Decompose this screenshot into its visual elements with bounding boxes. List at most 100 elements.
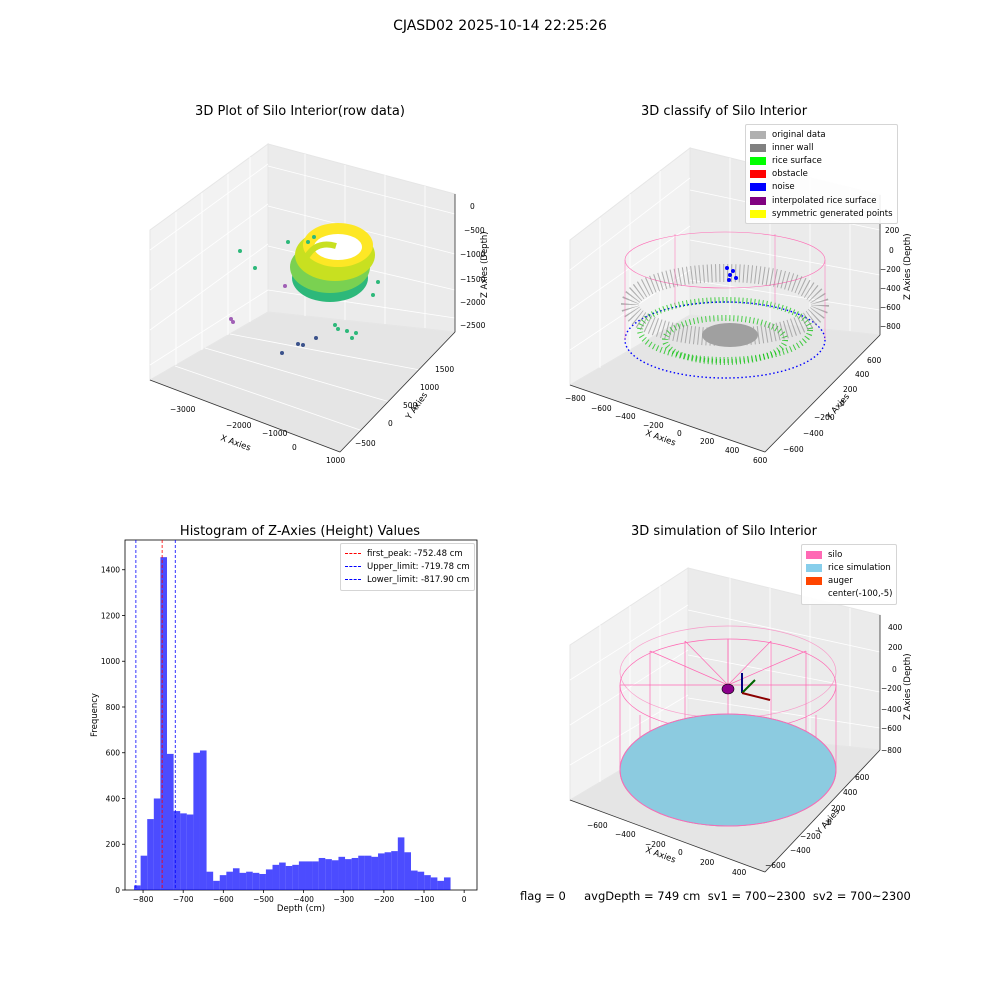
histogram-bar <box>265 869 273 890</box>
legend-entry: obstacle <box>750 168 893 181</box>
histogram-y-tick-label: 1000 <box>101 657 120 666</box>
histogram-bar <box>173 811 181 890</box>
classify-y-tick: −400 <box>803 429 824 438</box>
histogram-y-tick-label: 800 <box>106 703 121 712</box>
legend-label: rice surface <box>772 155 822 166</box>
simulation-panel-title: 3D simulation of Silo Interior <box>631 524 817 539</box>
legend-label: Lower_limit: -817.90 cm <box>367 574 470 585</box>
histogram-y-tick-label: 0 <box>115 886 120 895</box>
histogram-x-tick-label: −700 <box>173 895 194 904</box>
histogram-bar <box>246 871 253 890</box>
raw-y-tick: −500 <box>355 439 376 448</box>
simulation-x-tick: −200 <box>645 840 666 849</box>
histogram-bar <box>279 862 286 890</box>
raw-y-tick: 500 <box>403 401 418 410</box>
legend-entry: rice surface <box>750 154 893 167</box>
classify-z-label: Z Axies (Depth) <box>903 233 913 300</box>
classify-z-tick: 200 <box>885 226 900 235</box>
legend-label: obstacle <box>772 169 808 180</box>
histogram-bar <box>397 837 405 890</box>
simulation-y-tick: −400 <box>790 846 811 855</box>
histogram-bar <box>371 856 379 890</box>
classify-x-tick: −400 <box>615 412 636 421</box>
simulation-y-tick: −200 <box>800 832 821 841</box>
histogram-bar <box>140 855 148 890</box>
histogram-chart: −800 −700 −600 −500 −400 −300 −200 −100 0 0 200 40… <box>90 539 478 914</box>
classify-x-tick: −600 <box>591 404 612 413</box>
legend-line-blue <box>345 579 361 581</box>
raw-z-tick: −2000 <box>460 298 486 307</box>
classify-z-tick: −800 <box>880 322 901 331</box>
histogram-bar <box>259 873 266 890</box>
simulation-y-tick: 0 <box>827 818 832 827</box>
histogram-x-label: Depth (cm) <box>277 904 325 914</box>
raw-z-tick: 0 <box>470 202 475 211</box>
classify-z-tick: −400 <box>880 284 901 293</box>
histogram-bar <box>206 871 214 890</box>
histogram-title: Histogram of Z-Axies (Height) Values <box>179 524 421 539</box>
legend-entry: Lower_limit: -817.90 cm <box>345 573 470 586</box>
simulation-z-tick: 400 <box>888 623 903 632</box>
histogram-y-tick-label: 1200 <box>101 611 120 620</box>
simulation-x-tick: 400 <box>732 868 747 877</box>
legend-swatch <box>806 563 822 572</box>
legend-entry: Upper_limit: -719.78 cm <box>345 560 470 573</box>
legend-label: original data <box>772 129 826 140</box>
legend-entry: inner wall <box>750 141 893 154</box>
histogram-y-tick-label: 1400 <box>101 566 120 575</box>
simulation-z-tick: −600 <box>881 724 902 733</box>
histogram-bar <box>292 864 299 890</box>
legend-entry: silo <box>806 548 892 561</box>
histogram-x-ticks: −800 −700 −600 −500 −400 −300 −200 −100 0 <box>133 890 467 904</box>
histogram-y-label: Frequency <box>90 693 100 737</box>
histogram-bar <box>351 857 359 890</box>
legend-label: first_peak: -752.48 cm <box>367 548 463 559</box>
histogram-bar <box>325 859 332 890</box>
histogram-bar <box>345 859 352 890</box>
simulation-y-tick: 200 <box>831 804 846 813</box>
raw-x-tick: −1000 <box>262 429 288 438</box>
histogram-y-tick-label: 600 <box>106 749 121 758</box>
histogram-bar <box>391 851 398 890</box>
simulation-z-tick: −400 <box>881 705 902 714</box>
simulation-z-tick: −800 <box>881 746 902 755</box>
histogram-bar <box>364 855 372 890</box>
histogram-bar <box>417 871 425 890</box>
raw-3d-plot: −3000 −2000 −1000 0 1000 −500 0 500 1000… <box>148 143 490 465</box>
raw-panel-title: 3D Plot of Silo Interior(row data) <box>195 104 405 119</box>
legend-swatch <box>750 196 766 205</box>
simulation-z-tick: 200 <box>888 643 903 652</box>
classify-y-tick: 400 <box>855 370 870 379</box>
histogram-bar <box>134 885 141 890</box>
histogram-bar <box>232 868 240 890</box>
legend-entry: rice simulation <box>806 561 892 574</box>
histogram-bars <box>134 557 451 890</box>
legend-label: interpolated rice surface <box>772 195 877 206</box>
legend-swatch <box>750 170 766 179</box>
legend-line-blue <box>345 566 361 568</box>
classify-y-tick: 0 <box>840 399 845 408</box>
classify-y-tick: 600 <box>867 356 882 365</box>
histogram-x-tick-label: −400 <box>293 895 314 904</box>
histogram-y-tick-label: 200 <box>106 840 121 849</box>
classify-x-tick: 200 <box>700 437 715 446</box>
histogram-y-tick-label: 400 <box>106 794 121 803</box>
histogram-bar <box>437 880 444 890</box>
legend-swatch <box>806 550 822 559</box>
histogram-bar <box>213 880 220 890</box>
classify-x-tick: 600 <box>753 456 768 465</box>
raw-z-tick: −500 <box>464 226 485 235</box>
classify-y-tick: −200 <box>814 413 835 422</box>
classify-z-tick: −600 <box>880 303 901 312</box>
legend-label: inner wall <box>772 142 814 153</box>
legend-label: rice simulation <box>828 562 891 573</box>
histogram-bar <box>226 871 233 890</box>
raw-x-tick: −3000 <box>170 405 196 414</box>
histogram-bar <box>443 877 451 890</box>
raw-y-tick: 0 <box>388 419 393 428</box>
classify-x-label: X Axies <box>644 428 677 448</box>
histogram-reference-lines <box>135 540 176 890</box>
legend-entry: interpolated rice surface <box>750 194 893 207</box>
classify-legend: original data inner wall rice surface ob… <box>745 124 898 225</box>
classify-x-tick: −800 <box>565 394 586 403</box>
